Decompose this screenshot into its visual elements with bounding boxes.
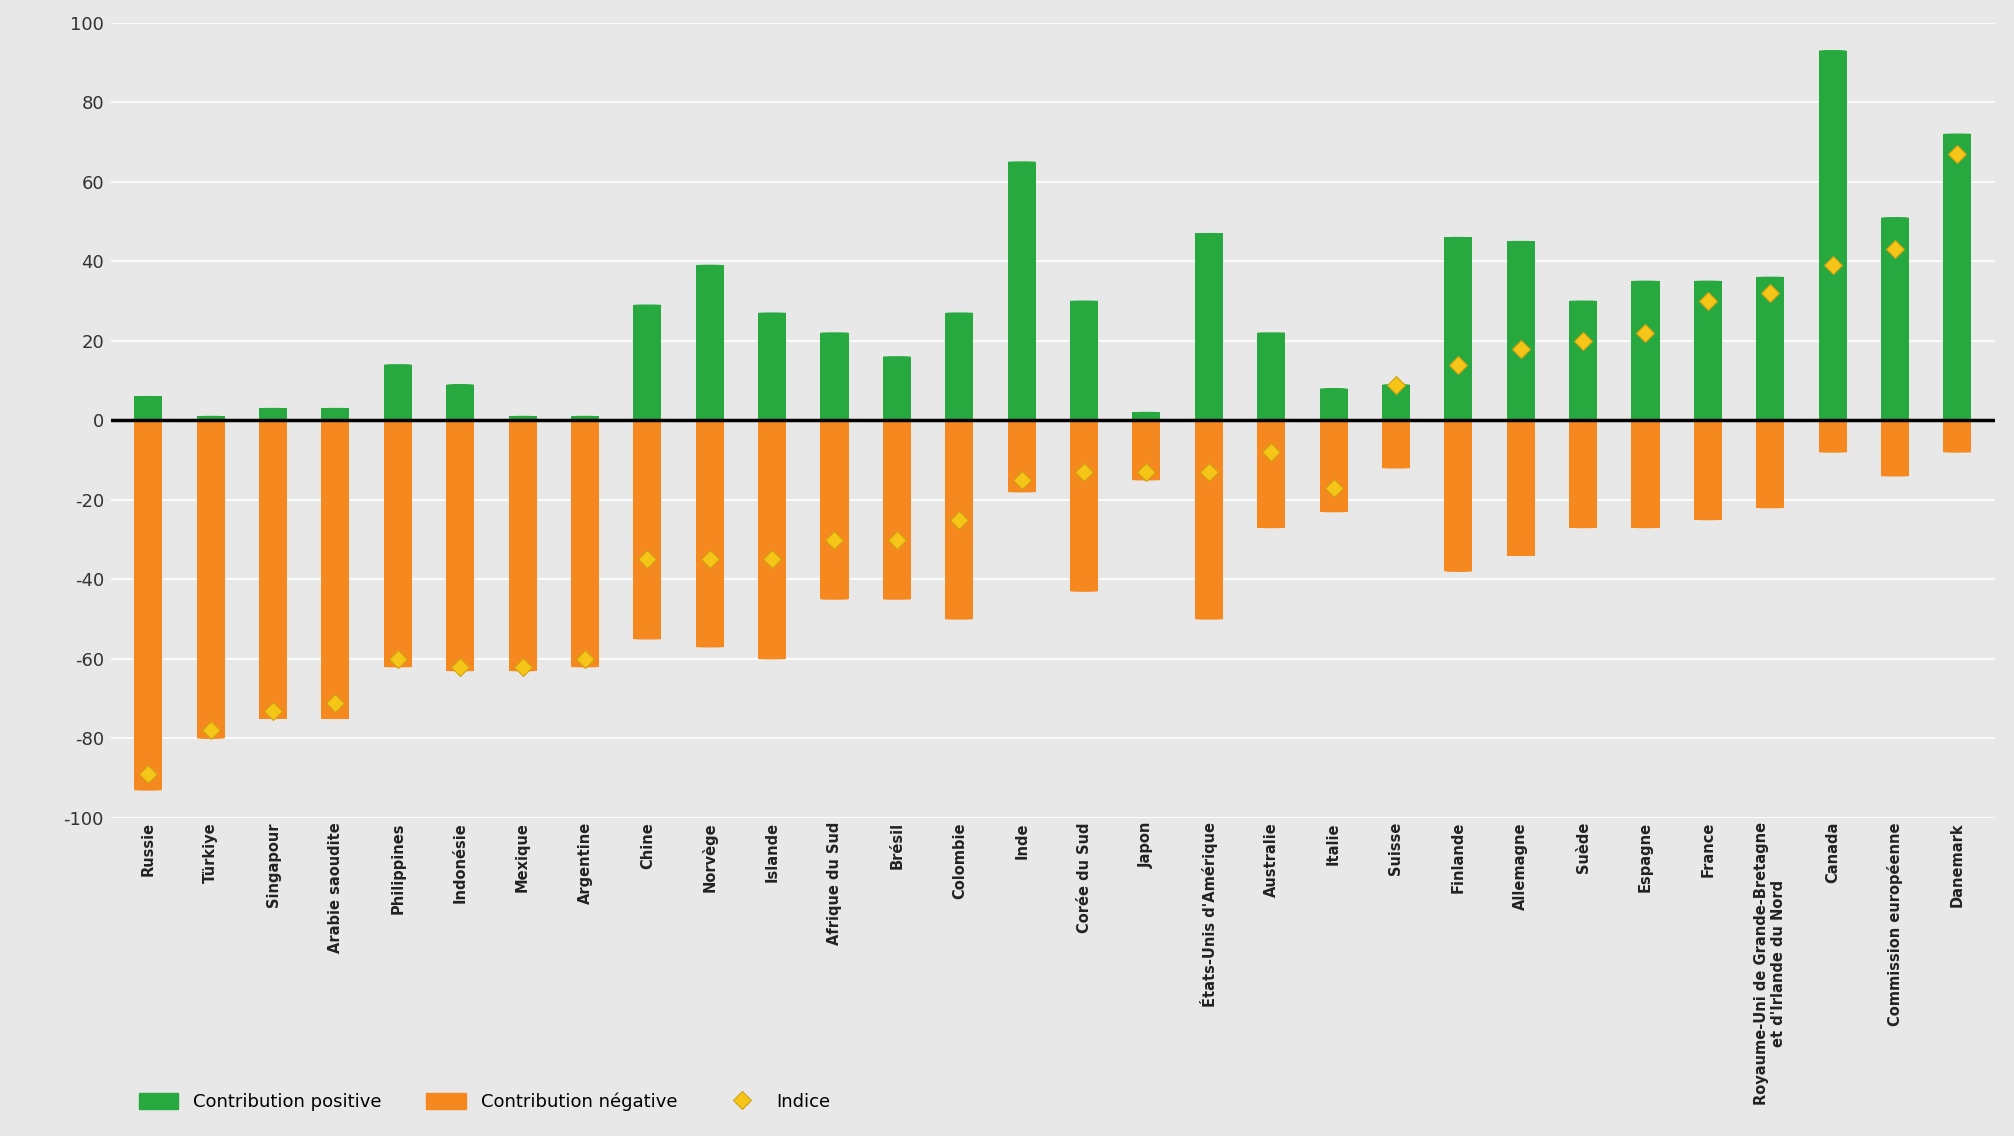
Bar [1694,281,1722,420]
Legend: Contribution positive, Contribution négative, Indice: Contribution positive, Contribution néga… [139,1093,830,1111]
Bar [882,420,910,599]
Bar [1257,333,1285,420]
Bar [945,420,973,619]
Bar [1506,420,1535,556]
Bar [1819,420,1845,452]
Bar [820,420,848,599]
Bar [632,420,661,638]
Bar [1879,218,1907,420]
Bar [260,420,286,718]
Bar [1319,420,1347,511]
Bar [445,384,473,420]
Bar [1444,237,1472,420]
Bar [1444,420,1472,571]
Bar [570,416,598,420]
Bar [1382,420,1410,468]
Bar [1194,420,1222,619]
Bar [1631,281,1660,420]
Bar [882,357,910,420]
Bar [1941,134,1970,420]
Bar [1132,412,1160,420]
Bar [135,420,163,790]
Bar [508,416,536,420]
Bar [757,420,785,659]
Bar [197,420,226,738]
Bar [1132,420,1160,479]
Bar [445,420,473,670]
Bar [570,420,598,667]
Bar [945,312,973,420]
Bar [1007,161,1035,420]
Bar [757,312,785,420]
Bar [1194,234,1222,420]
Bar [1879,420,1907,476]
Bar [1382,384,1410,420]
Bar [1069,420,1098,591]
Bar [695,420,723,646]
Bar [1941,420,1970,452]
Bar [1319,389,1347,420]
Bar [135,396,163,420]
Bar [1631,420,1660,527]
Bar [197,416,226,420]
Bar [508,420,536,670]
Bar [695,265,723,420]
Bar [320,420,348,718]
Bar [1257,420,1285,527]
Bar [1819,50,1845,420]
Bar [820,333,848,420]
Bar [1007,420,1035,492]
Bar [632,304,661,420]
Bar [383,420,411,667]
Bar [320,408,348,420]
Bar [1506,241,1535,420]
Bar [383,365,411,420]
Bar [1756,277,1784,420]
Bar [1569,301,1597,420]
Bar [1756,420,1784,508]
Bar [1069,301,1098,420]
Bar [1694,420,1722,519]
Bar [260,408,286,420]
Bar [1569,420,1597,527]
